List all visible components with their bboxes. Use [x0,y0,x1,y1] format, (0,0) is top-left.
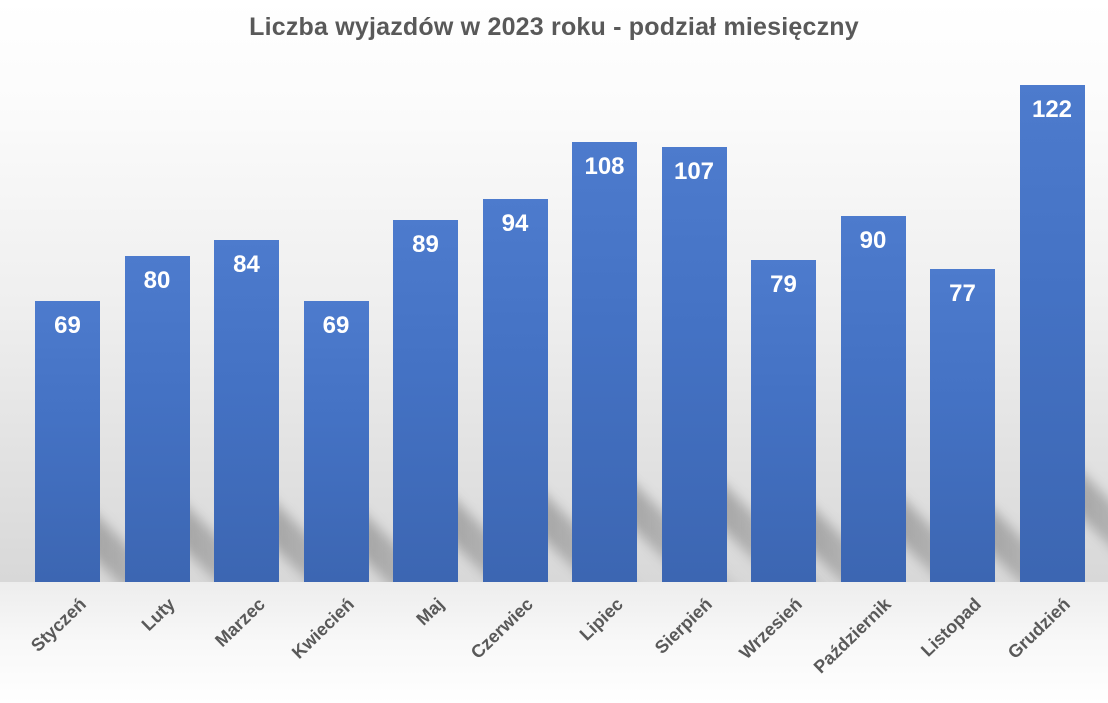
plot-area: 69 80 84 69 89 94 108 107 79 90 77 122 [0,0,1108,582]
bar-value-label: 107 [673,157,715,185]
bar: 84 [214,240,279,582]
bar-value-label: 122 [1031,96,1073,124]
bar: 89 [393,219,458,582]
bar-value-label: 94 [501,210,529,238]
bar: 77 [930,268,995,582]
bar: 107 [661,146,727,582]
bar: 94 [482,199,548,582]
bar: 122 [1019,85,1085,582]
bar: 69 [35,301,100,582]
bar-value-label: 77 [949,279,976,307]
bar-value-label: 79 [770,271,797,299]
bar-value-label: 90 [859,226,887,254]
bar-value-label: 69 [54,312,81,340]
bar: 80 [124,256,190,582]
chart-title: Liczba wyjazdów w 2023 roku - podział mi… [249,13,859,41]
bar-value-label: 69 [322,312,350,340]
bar-value-label: 80 [143,267,171,295]
x-axis-area: Styczeń Luty Marzec Kwiecień Maj Czerwiec Lipi… [0,582,1108,703]
bar-value-label: 84 [233,251,260,279]
bar: 108 [572,142,637,582]
bar: 69 [303,301,369,582]
bar: 79 [751,260,816,582]
bar-value-label: 108 [584,153,625,181]
bar-value-label: 89 [412,230,439,258]
bar: 90 [840,215,906,582]
